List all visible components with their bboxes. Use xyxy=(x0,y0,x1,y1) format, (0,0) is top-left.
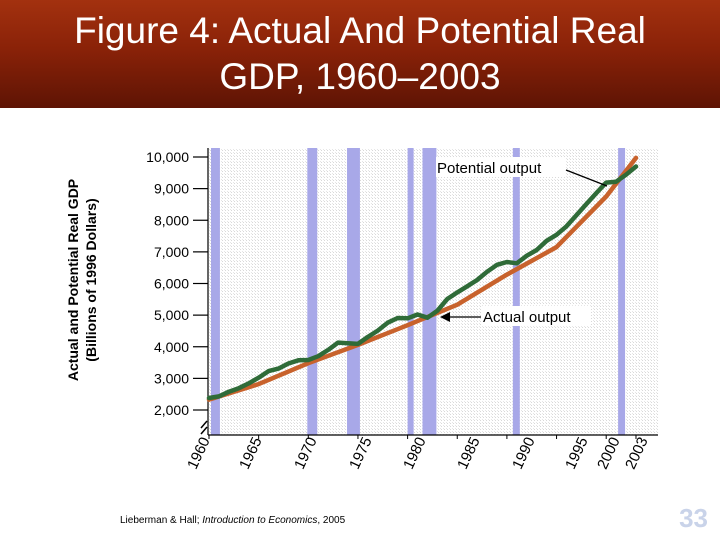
y-tick-label: 10,000 xyxy=(146,149,189,165)
y-tick-label: 9,000 xyxy=(154,181,189,197)
actual-label-bg xyxy=(481,306,591,326)
recession-band xyxy=(210,148,220,435)
slide-number: 33 xyxy=(679,503,708,533)
series-lines xyxy=(206,155,639,402)
y-axis-label-line2: (Billions of 1996 Dollars) xyxy=(83,198,99,361)
recession-band xyxy=(407,148,414,435)
footer-book: Introduction to Economics xyxy=(202,515,318,526)
recession-band xyxy=(422,148,437,435)
footer-author: Lieberman & Hall; xyxy=(120,515,203,526)
actual-output-line xyxy=(206,164,639,401)
x-tick-label: 2003 xyxy=(622,435,652,472)
annotations: Potential output Actual output xyxy=(436,157,608,326)
potential-output-label: Potential output xyxy=(437,160,542,177)
slide-title: Figure 4: Actual And Potential Real GDP,… xyxy=(74,10,646,97)
x-tick-label: 1965 xyxy=(236,435,266,472)
footer-credit: Lieberman & Hall; Introduction to Econom… xyxy=(120,515,345,526)
recession-band xyxy=(618,148,626,435)
y-tick-label: 8,000 xyxy=(154,212,189,228)
potential-leader-line xyxy=(565,169,608,187)
y-tick-label: 6,000 xyxy=(154,276,189,292)
x-tick-label: 1960 xyxy=(184,435,214,472)
x-tick-label: 1980 xyxy=(400,435,430,472)
potential-label-bg xyxy=(436,157,566,177)
x-tick-label: 1975 xyxy=(346,435,376,472)
x-tick-label: 1985 xyxy=(454,435,484,472)
recession-band xyxy=(512,148,520,435)
y-axis: 10,000 9,000 8,000 7,000 6,000 5,000 4,000 3,00… xyxy=(146,148,209,435)
axis-break-mark xyxy=(200,420,208,435)
recession-band xyxy=(347,148,360,435)
y-axis-label-line1: Actual and Potential Real GDP xyxy=(65,179,81,381)
y-tick-label: 4,000 xyxy=(154,339,189,355)
x-tick-label: 1970 xyxy=(291,435,321,472)
y-tick-label: 7,000 xyxy=(154,244,189,260)
title-banner: Figure 4: Actual And Potential Real GDP,… xyxy=(0,0,720,108)
x-tick-label: 1990 xyxy=(509,435,539,472)
actual-arrowhead xyxy=(440,312,450,322)
recession-bands xyxy=(210,148,626,435)
y-tick-label: 3,000 xyxy=(154,370,189,386)
y-tick-label: 2,000 xyxy=(154,402,189,418)
footer-year: , 2005 xyxy=(317,515,346,526)
recession-band xyxy=(307,148,318,435)
y-tick-label: 5,000 xyxy=(154,307,189,323)
x-tick-label: 2000 xyxy=(594,435,624,472)
x-tick-label: 1995 xyxy=(562,435,592,472)
actual-output-label: Actual output xyxy=(483,309,571,326)
